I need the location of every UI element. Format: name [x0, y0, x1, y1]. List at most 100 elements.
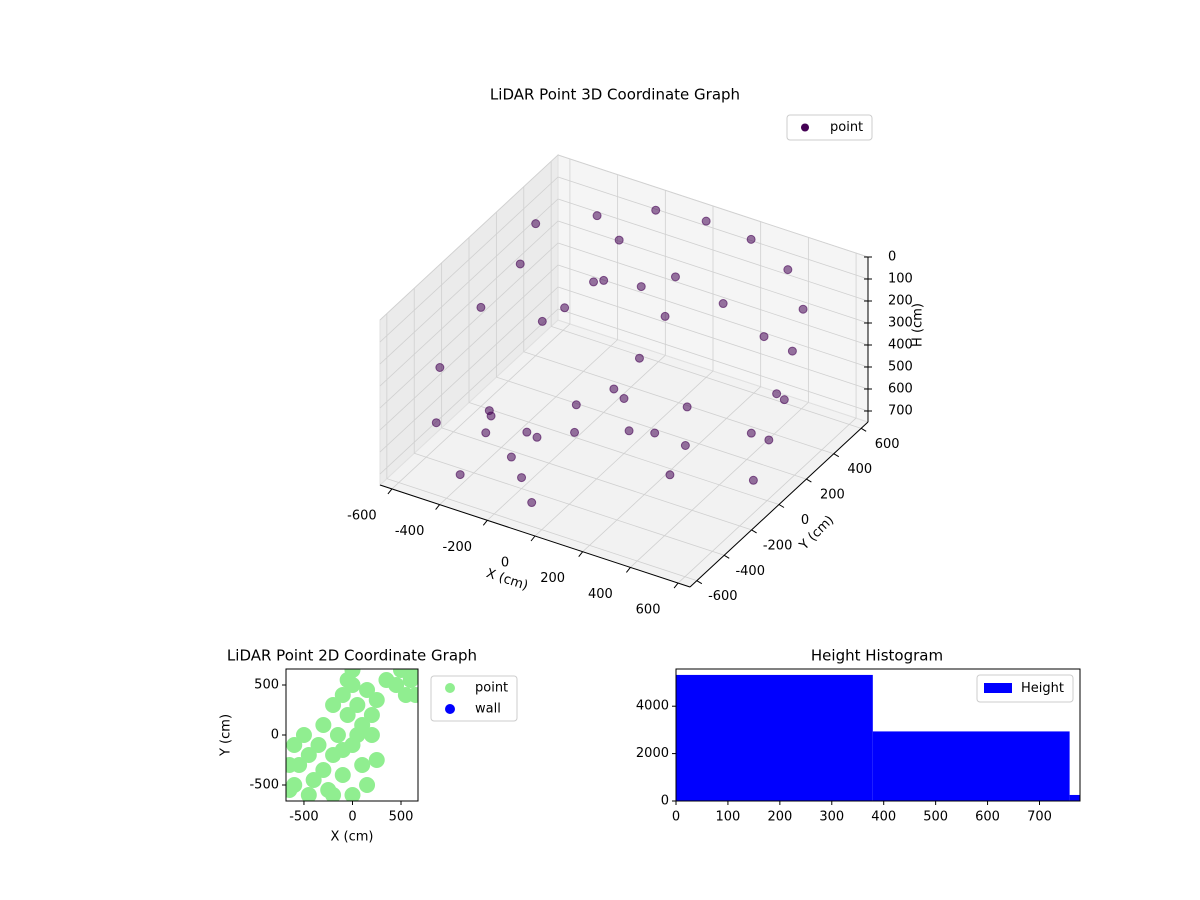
point [286, 737, 303, 753]
point [315, 717, 332, 733]
y-tick-label: 4000 [636, 699, 669, 714]
grid-line [386, 478, 697, 582]
x-tick-label: 400 [871, 810, 896, 825]
point [359, 777, 376, 793]
x-tick-label: 300 [819, 810, 844, 825]
grid-line [379, 176, 559, 343]
point [300, 787, 317, 801]
legend-box [786, 114, 873, 141]
point [634, 353, 644, 363]
y-tick [860, 427, 867, 432]
point [286, 782, 298, 798]
point [592, 211, 602, 221]
grid-line [557, 220, 869, 324]
grid-line [379, 308, 559, 475]
legend-marker [445, 704, 455, 714]
y-tick-label: 400 [847, 462, 872, 477]
grid-line [557, 308, 869, 412]
point [764, 435, 774, 445]
z-tick-label: 700 [888, 404, 913, 419]
point [537, 316, 547, 326]
chart-title: LiDAR Point 3D Coordinate Graph [490, 86, 740, 104]
point [665, 470, 675, 480]
legend-marker [801, 123, 809, 132]
z-tick-label: 200 [888, 294, 913, 309]
x-axis [379, 484, 691, 588]
point [517, 473, 527, 483]
point [300, 747, 317, 763]
x-tick-label: 100 [716, 810, 741, 825]
x-tick-label: 200 [767, 810, 792, 825]
point [624, 426, 634, 436]
point [486, 411, 496, 421]
x-tick-label: -400 [395, 524, 425, 539]
point [368, 752, 385, 768]
grid-line [441, 427, 752, 531]
grid-line [379, 220, 559, 387]
point [660, 311, 670, 321]
point [334, 687, 351, 703]
point [334, 767, 351, 783]
z-tick-label: 500 [888, 360, 913, 375]
point [363, 707, 380, 723]
grid-line [557, 176, 869, 280]
legend-box [430, 675, 518, 722]
y-tick [806, 478, 812, 483]
x-tick-label: 0 [672, 810, 680, 825]
point [746, 428, 756, 438]
legend-label: point [475, 681, 508, 696]
point [619, 394, 629, 403]
z-tick-label: 300 [888, 316, 913, 331]
point [435, 363, 445, 372]
grid-line [557, 286, 869, 390]
x-tick-label: 0 [501, 556, 509, 571]
point [636, 282, 646, 292]
point [748, 475, 758, 485]
point [363, 727, 380, 743]
point [746, 234, 756, 244]
point [571, 400, 581, 410]
grid-line [523, 351, 834, 455]
point [506, 452, 516, 462]
point [599, 275, 609, 285]
point [650, 428, 660, 438]
x-tick-label: 500 [389, 810, 414, 825]
x-tick-label: -200 [443, 540, 473, 555]
x-tick-label: 600 [975, 810, 1000, 825]
grid-line [557, 198, 869, 302]
y-tick-label: 2000 [636, 746, 669, 761]
x-tick-label: 500 [923, 810, 948, 825]
point [476, 302, 486, 312]
point [481, 428, 491, 438]
x-tick-label: 0 [348, 810, 356, 825]
point [527, 498, 537, 508]
point [670, 272, 680, 282]
legend-label: Height [1021, 681, 1064, 696]
point [344, 787, 361, 801]
point [589, 277, 599, 287]
x-tick-label: -600 [347, 508, 377, 523]
point [359, 682, 376, 698]
legend-box [976, 674, 1074, 703]
point [354, 757, 371, 773]
point [718, 299, 728, 309]
point [431, 418, 441, 428]
x-tick-label: 600 [636, 603, 661, 618]
chart-title: Height Histogram [811, 647, 943, 665]
point [651, 205, 661, 215]
grid-line [379, 198, 559, 365]
x-tick [578, 551, 584, 558]
point [368, 692, 385, 708]
point [570, 427, 580, 437]
point [388, 677, 405, 693]
y-tick [696, 580, 703, 585]
z-axis-label: H (cm) [911, 303, 926, 347]
point [614, 235, 624, 245]
point [515, 259, 525, 269]
axes-frame [675, 668, 1081, 802]
point [798, 304, 808, 314]
point [532, 432, 542, 442]
point [783, 265, 793, 275]
point [310, 737, 327, 753]
grid-line [414, 452, 725, 556]
